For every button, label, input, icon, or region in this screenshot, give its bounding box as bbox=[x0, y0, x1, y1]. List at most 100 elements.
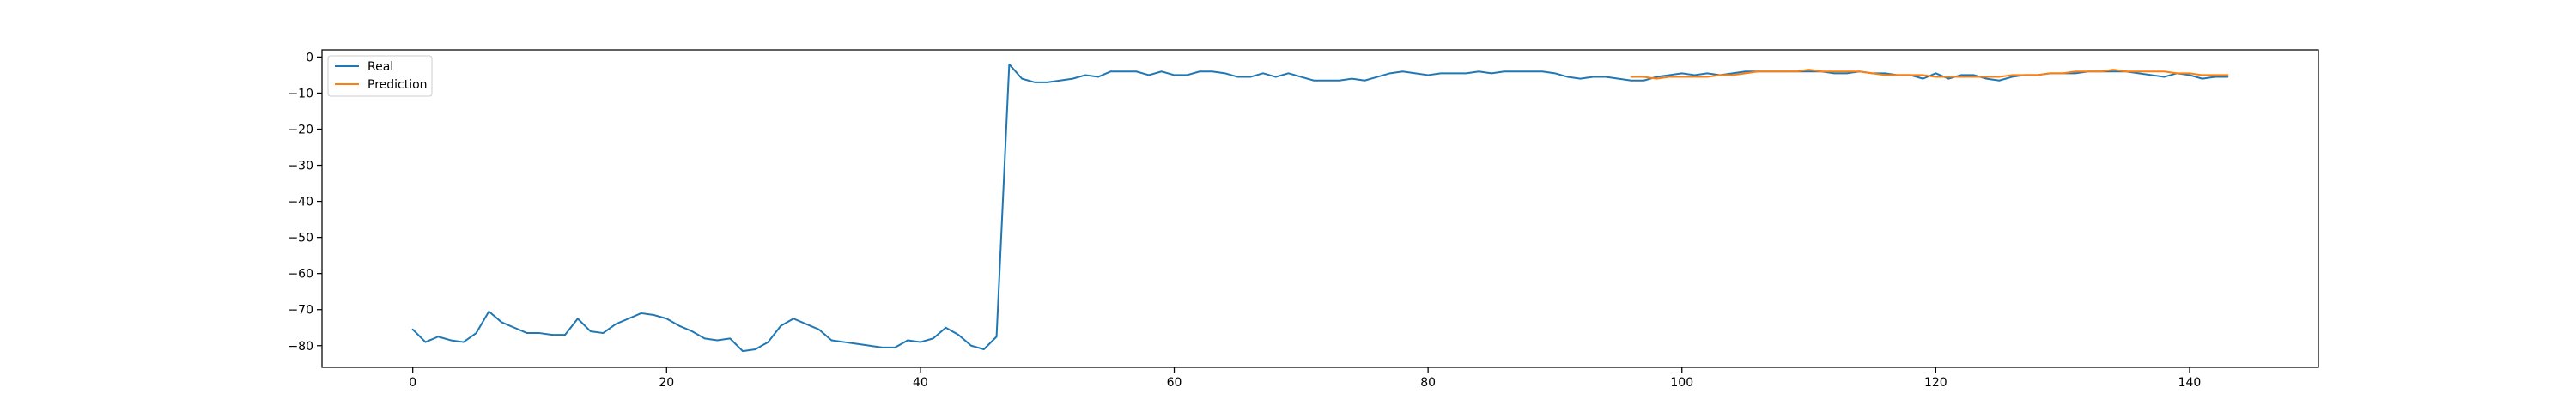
data-point-real bbox=[1453, 73, 1454, 74]
data-point-real bbox=[1567, 76, 1568, 77]
data-point-real bbox=[1402, 71, 1403, 72]
data-point-prediction bbox=[1732, 75, 1733, 76]
data-point-real bbox=[1275, 76, 1276, 77]
data-point-prediction bbox=[2177, 73, 2178, 74]
data-point-prediction bbox=[1898, 75, 1899, 76]
data-point-real bbox=[1148, 75, 1149, 76]
data-point-real bbox=[1288, 73, 1289, 74]
data-point-real bbox=[1618, 78, 1619, 79]
data-point-real bbox=[1554, 73, 1555, 74]
data-point-prediction bbox=[2037, 75, 2038, 76]
data-point-real bbox=[603, 333, 604, 334]
data-point-real bbox=[2189, 75, 2190, 76]
data-point-real bbox=[1364, 80, 1365, 81]
data-point-real bbox=[2227, 76, 2228, 77]
data-point-prediction bbox=[1821, 71, 1822, 72]
data-point-prediction bbox=[1681, 76, 1682, 77]
data-point-real bbox=[857, 343, 858, 344]
data-point-prediction bbox=[2100, 71, 2101, 72]
x-tick-label: 40 bbox=[913, 376, 928, 390]
data-point-real bbox=[1339, 80, 1340, 81]
data-point-real bbox=[412, 329, 413, 330]
data-point-prediction bbox=[2151, 71, 2152, 72]
y-tick-label: −30 bbox=[288, 160, 313, 173]
data-point-real bbox=[552, 335, 553, 336]
data-point-real bbox=[1377, 76, 1378, 77]
data-point-real bbox=[1745, 71, 1746, 72]
data-point-real bbox=[590, 330, 591, 331]
legend: Real Prediction bbox=[327, 55, 433, 97]
data-point-real bbox=[513, 327, 514, 328]
data-point-real bbox=[1846, 73, 1847, 74]
data-point-real bbox=[1161, 71, 1162, 72]
data-point-real bbox=[1542, 71, 1543, 72]
data-point-real bbox=[2012, 76, 2013, 77]
data-point-real bbox=[476, 333, 477, 334]
data-point-prediction bbox=[1872, 73, 1873, 74]
data-point-real bbox=[1224, 73, 1225, 74]
data-point-real bbox=[1085, 75, 1086, 76]
data-point-real bbox=[1097, 76, 1098, 77]
data-point-real bbox=[882, 347, 883, 348]
y-tick-label: −40 bbox=[288, 196, 313, 209]
data-point-real bbox=[1174, 75, 1175, 76]
data-point-real bbox=[755, 348, 756, 349]
data-point-real bbox=[958, 335, 959, 336]
data-point-real bbox=[1808, 71, 1809, 72]
data-point-real bbox=[1694, 75, 1695, 76]
y-tick-label: −70 bbox=[288, 304, 313, 318]
data-point-real bbox=[1428, 75, 1429, 76]
data-point-prediction bbox=[2087, 71, 2088, 72]
data-point-real bbox=[1250, 76, 1251, 77]
y-tick-label: −80 bbox=[288, 340, 313, 354]
series-line-prediction bbox=[1630, 69, 2229, 80]
data-point-real bbox=[869, 345, 870, 346]
data-point-prediction bbox=[1999, 76, 2000, 77]
data-point-real bbox=[2113, 71, 2114, 72]
data-point-real bbox=[704, 338, 705, 339]
data-point-real bbox=[996, 336, 997, 337]
data-point-real bbox=[1123, 71, 1124, 72]
data-point-prediction bbox=[1758, 71, 1759, 72]
x-tick-label: 120 bbox=[1924, 376, 1947, 390]
data-point-real bbox=[2138, 73, 2139, 74]
series-layer bbox=[411, 63, 2229, 353]
legend-label-prediction: Prediction bbox=[368, 78, 428, 92]
data-point-real bbox=[831, 340, 832, 341]
data-point-real bbox=[679, 325, 680, 326]
data-point-real bbox=[1973, 75, 1974, 76]
data-point-real bbox=[1326, 80, 1327, 81]
x-tick-label: 0 bbox=[409, 376, 416, 390]
data-point-real bbox=[565, 335, 566, 336]
data-point-real bbox=[717, 340, 718, 341]
data-point-real bbox=[1948, 78, 1949, 79]
y-tick-label: 0 bbox=[306, 51, 313, 64]
data-point-real bbox=[1529, 71, 1530, 72]
data-point-prediction bbox=[1859, 71, 1860, 72]
data-point-prediction bbox=[2138, 71, 2139, 72]
data-point-prediction bbox=[1834, 71, 1835, 72]
x-tick-label: 20 bbox=[659, 376, 674, 390]
data-point-prediction bbox=[1910, 75, 1911, 76]
data-point-real bbox=[983, 348, 984, 349]
data-point-real bbox=[1960, 75, 1961, 76]
data-point-real bbox=[1732, 73, 1733, 74]
y-tick-label: −60 bbox=[288, 268, 313, 282]
data-point-real bbox=[1606, 76, 1607, 77]
data-point-prediction bbox=[1656, 78, 1657, 79]
data-point-real bbox=[577, 318, 578, 319]
data-point-real bbox=[1237, 76, 1238, 77]
data-point-prediction bbox=[1668, 76, 1669, 77]
data-point-real bbox=[1999, 80, 2000, 81]
x-tick-label: 60 bbox=[1167, 376, 1182, 390]
data-point-real bbox=[742, 351, 743, 352]
data-point-prediction bbox=[1745, 73, 1746, 74]
data-point-real bbox=[1187, 75, 1188, 76]
data-point-real bbox=[895, 347, 896, 348]
data-point-prediction bbox=[1795, 71, 1796, 72]
data-point-real bbox=[1516, 71, 1517, 72]
data-point-real bbox=[1415, 73, 1416, 74]
x-tick-label: 100 bbox=[1670, 376, 1693, 390]
data-point-real bbox=[793, 318, 794, 319]
